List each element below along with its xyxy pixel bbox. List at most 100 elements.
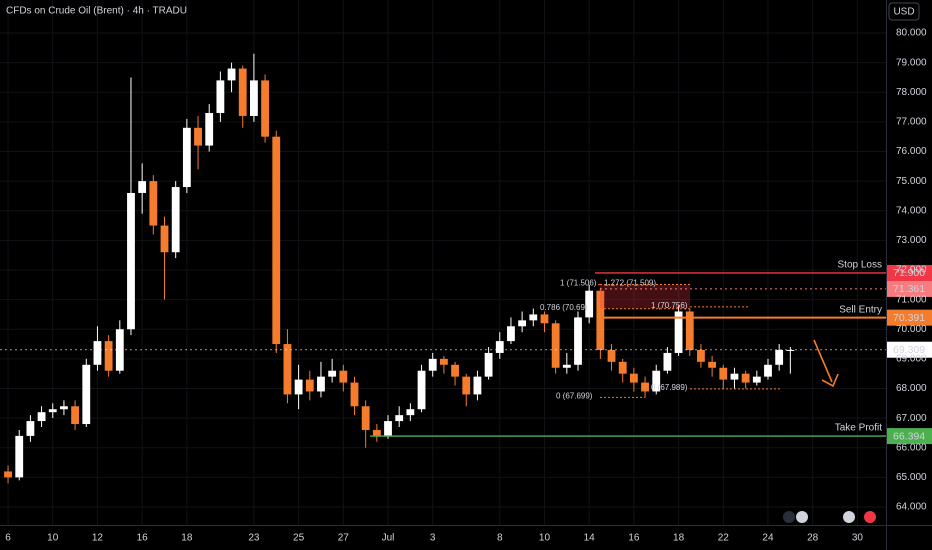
forecast-arrow bbox=[813, 339, 839, 388]
x-tick-label: 8 bbox=[497, 533, 503, 544]
candle-body bbox=[372, 429, 381, 436]
candle-body bbox=[439, 358, 448, 365]
x-tick-label: 16 bbox=[628, 533, 640, 544]
candle-body bbox=[562, 364, 571, 368]
x-tick-label: 22 bbox=[718, 533, 730, 544]
candle-body bbox=[249, 80, 258, 116]
candle-body bbox=[361, 406, 370, 430]
icon[interactable] bbox=[864, 511, 876, 523]
candle-body bbox=[406, 409, 415, 416]
candle-body bbox=[495, 341, 504, 353]
candle-body bbox=[227, 68, 236, 81]
y-tick-label: 66.000 bbox=[896, 442, 927, 453]
currency[interactable]: USD bbox=[893, 7, 914, 18]
candle-body bbox=[115, 329, 124, 371]
candle-body bbox=[127, 192, 135, 330]
candle-body bbox=[60, 406, 68, 410]
candle-body bbox=[708, 361, 717, 368]
price-tag-label: 71.900 bbox=[893, 267, 925, 279]
candle-body bbox=[529, 314, 538, 321]
candle-body bbox=[194, 127, 202, 146]
level-name: Stop Loss bbox=[838, 260, 882, 271]
candle-body bbox=[395, 415, 404, 422]
candle-body bbox=[764, 364, 772, 377]
y-tick-label: 68.000 bbox=[896, 383, 927, 394]
x-tick-label: 27 bbox=[338, 533, 350, 544]
y-tick-label: 75.000 bbox=[896, 176, 927, 187]
x-tick-label: 14 bbox=[584, 533, 596, 544]
y-tick-label: 70.000 bbox=[896, 324, 927, 335]
candle-body bbox=[384, 421, 392, 436]
price-tag bbox=[887, 341, 932, 358]
candle-body bbox=[697, 349, 705, 362]
level-name: Take Profit bbox=[835, 423, 882, 434]
icon[interactable] bbox=[783, 511, 795, 523]
candle-body bbox=[685, 311, 694, 350]
icon[interactable] bbox=[796, 511, 808, 523]
grid bbox=[0, 0, 886, 525]
candles bbox=[4, 53, 795, 484]
candle-body bbox=[585, 290, 594, 318]
y-tick-label: 74.000 bbox=[896, 205, 927, 216]
y-tick-label: 80.000 bbox=[896, 28, 927, 39]
candle-body bbox=[4, 471, 12, 478]
x-tick-label: 6 bbox=[5, 533, 11, 544]
y-tick-label: 64.000 bbox=[896, 502, 927, 513]
candle-body bbox=[317, 376, 325, 392]
x-tick-label: 3 bbox=[430, 533, 436, 544]
y-tick-label: 69.000 bbox=[896, 354, 927, 365]
y-tick-label: 77.000 bbox=[896, 117, 927, 128]
candle-body bbox=[160, 225, 169, 253]
price-tag bbox=[887, 428, 932, 445]
price-tag bbox=[887, 309, 932, 326]
y-tick-label: 73.000 bbox=[896, 235, 927, 246]
fib-label: 1 (71.506) bbox=[560, 279, 597, 288]
icon[interactable] bbox=[843, 511, 855, 523]
candle-body bbox=[350, 382, 359, 407]
y-tick-label: 76.000 bbox=[896, 146, 927, 157]
candle-body bbox=[663, 352, 672, 371]
candle-body bbox=[518, 320, 527, 327]
x-tick-label: 18 bbox=[181, 533, 193, 544]
y-tick-label: 79.000 bbox=[896, 57, 927, 68]
y-tick-label: 72.000 bbox=[896, 265, 927, 276]
candle-body bbox=[641, 382, 649, 392]
y-tick-label: 71.000 bbox=[896, 294, 927, 305]
candle-body bbox=[261, 80, 269, 137]
currency-box[interactable] bbox=[888, 2, 920, 21]
candle-body bbox=[82, 364, 91, 425]
candle-body bbox=[171, 187, 180, 253]
candle-body bbox=[138, 181, 147, 193]
candle-body bbox=[26, 421, 35, 436]
x-tick-label: Jul bbox=[382, 533, 395, 544]
price-tag-label: 66.394 bbox=[893, 430, 925, 442]
fib-label: 1.272 (71.509) bbox=[604, 279, 656, 288]
x-tick-label: 28 bbox=[807, 533, 819, 544]
candle-body bbox=[473, 376, 482, 395]
candle-body bbox=[93, 341, 102, 365]
x-tick-label: 30 bbox=[852, 533, 864, 544]
candle-body bbox=[149, 181, 158, 226]
candle-body bbox=[451, 364, 459, 377]
level-name: Sell Entry bbox=[839, 304, 882, 315]
candle-body bbox=[775, 349, 784, 365]
chart-title: CFDs on Crude Oil (Brent) · 4h · TRADU bbox=[6, 6, 187, 17]
x-tick-label: 23 bbox=[248, 533, 260, 544]
price-tag-label: 69.309 bbox=[893, 344, 925, 356]
price-tag-label: 71.361 bbox=[893, 283, 925, 295]
candle-body bbox=[104, 341, 113, 371]
x-tick-label: 10 bbox=[47, 533, 59, 544]
candle-body bbox=[417, 370, 426, 410]
fib-label: 0 (67.699) bbox=[556, 392, 593, 401]
price-tag-label: 70.391 bbox=[893, 312, 925, 324]
candle-body bbox=[182, 127, 191, 188]
x-tick-label: 12 bbox=[92, 533, 104, 544]
candle-body bbox=[15, 435, 24, 478]
y-tick-label: 65.000 bbox=[896, 472, 927, 483]
fib-label: 0 (67.989) bbox=[651, 383, 688, 392]
candle-body bbox=[540, 314, 549, 324]
x-tick-label: 25 bbox=[293, 533, 305, 544]
candle-body bbox=[294, 379, 303, 395]
candle-body bbox=[238, 68, 247, 116]
